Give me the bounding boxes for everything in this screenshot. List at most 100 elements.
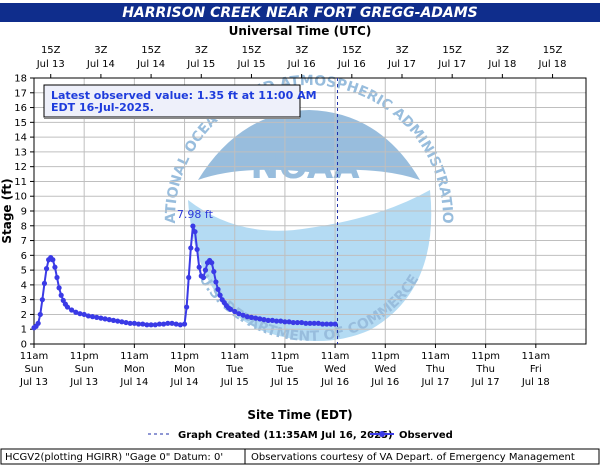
observed-point	[227, 306, 234, 312]
top-tick-label: Jul 17	[437, 59, 466, 70]
observed-point	[140, 321, 146, 327]
observed-point	[73, 309, 79, 315]
observed-point	[269, 317, 275, 323]
observed-point	[217, 292, 223, 298]
observed-point	[98, 315, 104, 321]
x-tick-label: 11pm	[371, 351, 400, 362]
top-tick-label: Jul 14	[86, 59, 115, 70]
y-axis-title: Stage (ft)	[0, 178, 14, 243]
observed-point	[194, 246, 200, 253]
observed-point	[213, 279, 219, 285]
observed-point	[265, 317, 271, 323]
top-tick-label: Jul 15	[186, 59, 215, 70]
observed-point	[165, 320, 171, 326]
top-tick-label: Jul 15	[236, 59, 265, 70]
x-tick-label: 11am	[120, 351, 149, 362]
top-tick-label: Jul 18	[538, 59, 567, 70]
observed-point	[102, 316, 108, 322]
top-axis: 15Z Jul 13 3Z Jul 14 15Z Jul 14 3Z Jul 15 15Z Jul…	[36, 45, 567, 78]
observed-point	[77, 311, 83, 317]
latest-observed-callout: Latest observed value: 1.35 ft at 11:00 …	[43, 84, 317, 119]
observed-series	[31, 223, 338, 331]
observed-point	[232, 308, 238, 315]
observed-point	[106, 317, 112, 323]
top-tick-label: 3Z	[295, 45, 308, 56]
observed-point	[328, 321, 334, 327]
x-tick-label: 11am	[321, 351, 350, 362]
x-axis-title: Site Time (EDT)	[247, 408, 352, 422]
observed-point	[35, 320, 41, 326]
x-tick-label: 11pm	[170, 351, 199, 362]
observed-point	[303, 320, 309, 326]
x-tick-label: Mon	[174, 364, 195, 375]
y-tick-label: 4	[21, 280, 27, 291]
observed-point	[69, 307, 75, 313]
x-tick-label: Fri	[530, 364, 542, 375]
top-tick-label: Jul 14	[136, 59, 165, 70]
x-tick-label: Wed	[374, 364, 396, 375]
observed-point	[215, 286, 221, 292]
y-tick-label: 16	[14, 103, 27, 114]
observed-point	[286, 319, 292, 325]
observed-point	[94, 314, 100, 320]
y-tick-label: 17	[14, 88, 27, 99]
observed-point	[200, 274, 206, 281]
observed-point	[43, 266, 50, 272]
observed-point	[196, 264, 202, 270]
x-tick-label: 11pm	[471, 351, 500, 362]
top-tick-label: Jul 16	[337, 59, 366, 70]
top-tick-label: 15Z	[342, 45, 362, 56]
top-tick-label: 3Z	[496, 45, 509, 56]
observed-point	[261, 317, 267, 323]
footer-credit: Observations courtesy of VA Depart. of E…	[251, 452, 575, 463]
observed-point	[81, 311, 87, 318]
observed-point	[119, 319, 125, 325]
top-tick-label: Jul 13	[36, 59, 65, 70]
observed-point	[89, 314, 96, 320]
x-tick-label: Jul 18	[521, 377, 550, 388]
x-tick-label: Mon	[124, 364, 145, 375]
x-tick-label: Jul 17	[471, 377, 500, 388]
observed-point	[253, 315, 259, 321]
top-tick-label: 3Z	[395, 45, 408, 56]
x-tick-label: Jul 14	[119, 377, 148, 388]
observed-point	[307, 320, 313, 326]
observed-point	[148, 322, 154, 328]
y-tick-label: 2	[21, 310, 27, 321]
top-tick-label: Jul 16	[287, 59, 316, 70]
observed-point	[50, 257, 56, 263]
x-tick-label: Jul 14	[170, 377, 199, 388]
top-tick-label: 3Z	[195, 45, 208, 56]
top-axis-title: Universal Time (UTC)	[229, 24, 372, 38]
y-tick-label: 18	[14, 74, 27, 85]
observed-point	[209, 260, 215, 266]
observed-point	[282, 319, 288, 325]
top-tick-label: Jul 17	[387, 59, 416, 70]
y-tick-label: 12	[14, 162, 27, 173]
observed-point	[127, 320, 133, 326]
observed-point	[123, 319, 129, 326]
latest-observed-line2: EDT 16-Jul-2025.	[51, 101, 154, 114]
observed-point	[135, 321, 142, 327]
top-tick-label: 15Z	[242, 45, 262, 56]
y-tick-label: 0	[21, 340, 27, 351]
x-tick-label: 11am	[220, 351, 249, 362]
x-tick-label: Tue	[225, 364, 243, 375]
observed-point	[278, 318, 284, 324]
top-tick-label: 15Z	[543, 45, 563, 56]
x-tick-label: 11pm	[270, 351, 299, 362]
legend: Graph Created (11:35AM Jul 16, 2025) Obs…	[148, 430, 453, 441]
observed-point	[192, 229, 198, 235]
x-tick-label: 11am	[421, 351, 450, 362]
observed-point	[311, 320, 317, 326]
observed-point	[332, 321, 338, 327]
y-tick-label: 6	[21, 251, 27, 262]
observed-point	[58, 292, 64, 298]
y-tick-label: 1	[21, 325, 27, 336]
observed-point	[110, 317, 117, 323]
y-tick-label: 9	[21, 207, 27, 218]
chart-title: HARRISON CREEK NEAR FORT GREGG-ADAMS	[122, 5, 478, 21]
observed-point	[190, 223, 196, 229]
x-tick-label: 11am	[20, 351, 49, 362]
x-tick-label: Sun	[24, 364, 43, 375]
